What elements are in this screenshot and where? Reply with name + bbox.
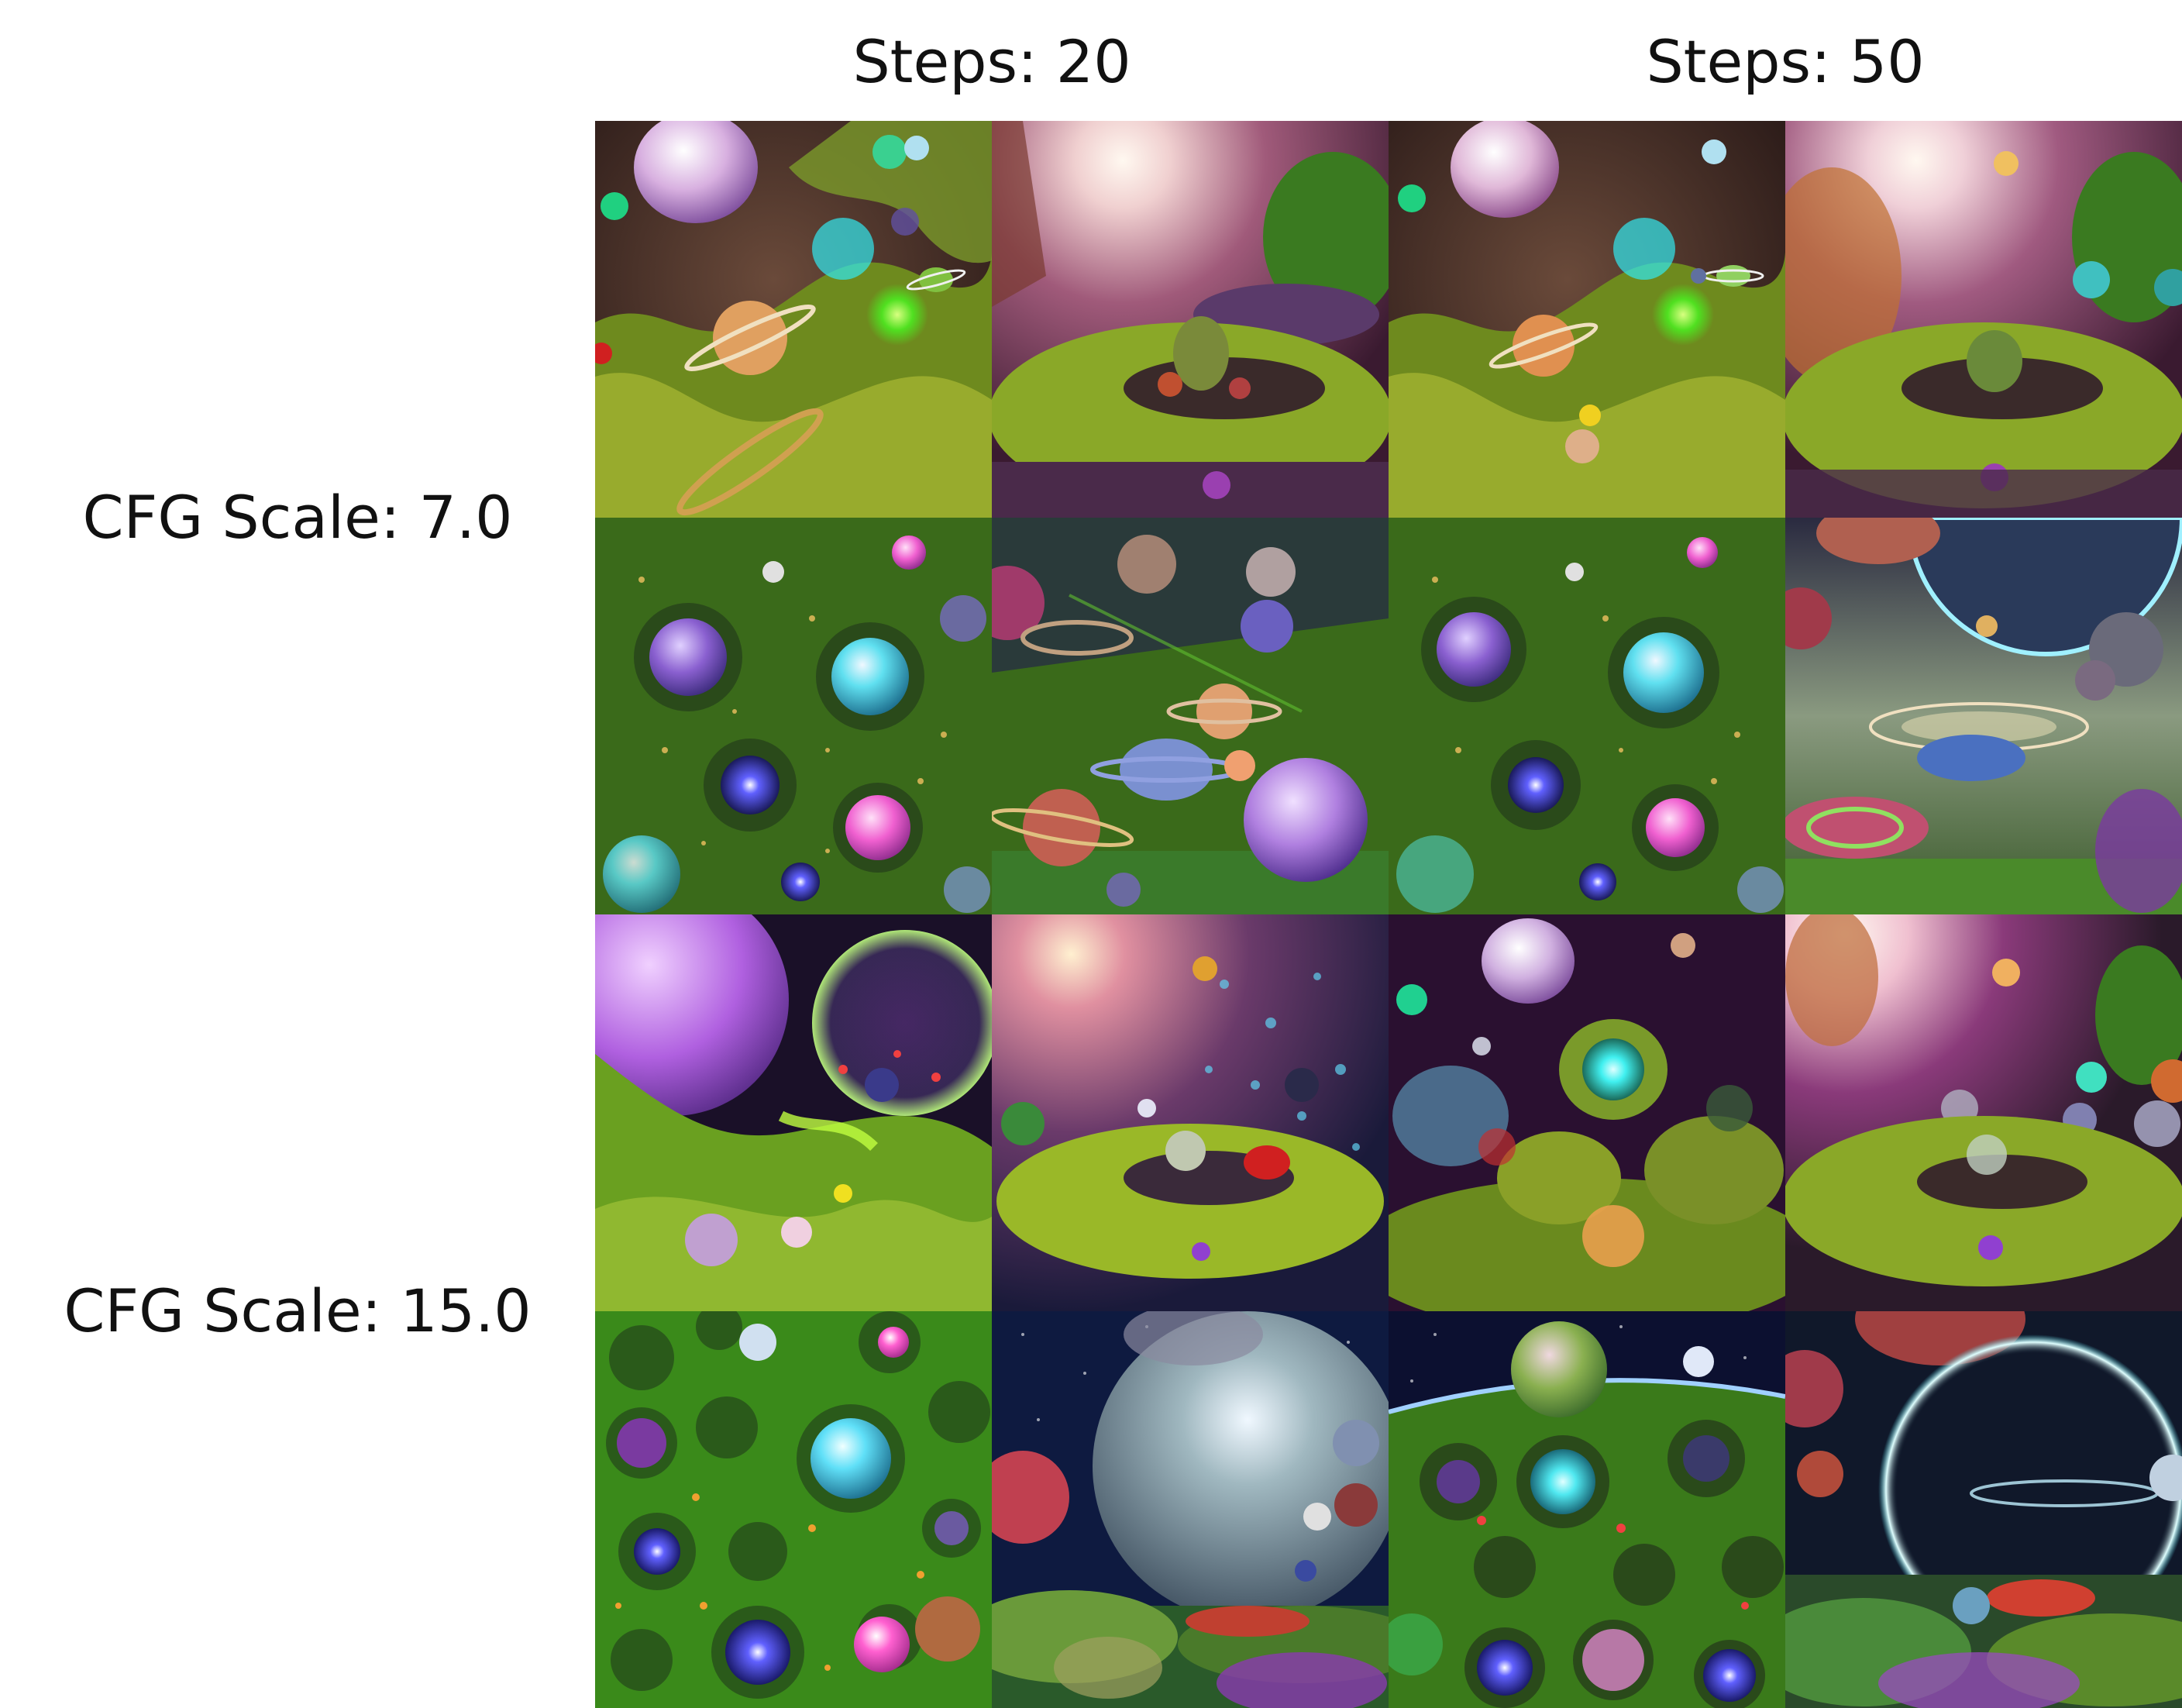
grid-image-r4c2: [992, 1311, 1389, 1708]
grid-image-r3c2: [992, 914, 1389, 1311]
grid-image-r4c3: [1389, 1311, 1785, 1708]
image-grid: [595, 121, 2182, 1708]
grid-image-r1c2: [992, 121, 1389, 518]
grid-image-r3c1: [595, 914, 992, 1311]
column-header-steps-50: Steps: 50: [1646, 27, 1925, 96]
row-header-cfg-15: CFG Scale: 15.0: [64, 1276, 532, 1345]
grid-image-r2c1: [595, 518, 992, 914]
grid-image-r1c1: [595, 121, 992, 518]
grid-image-r2c2: [992, 518, 1389, 914]
grid-image-r2c4: [1785, 518, 2182, 914]
grid-image-r1c3: [1389, 121, 1785, 518]
grid-image-r1c4: [1785, 121, 2182, 518]
grid-image-r3c3: [1389, 914, 1785, 1311]
grid-image-r4c1: [595, 1311, 992, 1708]
row-header-cfg-7: CFG Scale: 7.0: [82, 483, 513, 552]
column-header-steps-20: Steps: 20: [852, 27, 1131, 96]
grid-image-r4c4: [1785, 1311, 2182, 1708]
grid-image-r3c4: [1785, 914, 2182, 1311]
grid-image-r2c3: [1389, 518, 1785, 914]
